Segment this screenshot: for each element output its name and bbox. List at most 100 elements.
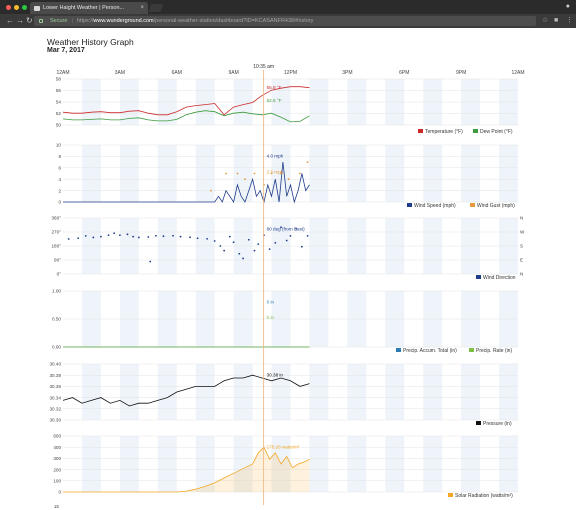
extension-icon[interactable]: ■ — [554, 17, 559, 24]
data-point — [189, 236, 191, 239]
legend-swatch — [476, 275, 481, 279]
hour-band — [499, 436, 518, 492]
cursor-readout: 4.0 mph — [267, 154, 284, 159]
time-tick-label: 3PM — [342, 70, 352, 76]
hour-band — [499, 364, 518, 420]
y-tick-label: 0 — [58, 490, 61, 495]
series-area — [63, 447, 310, 492]
y-tick-label: 58 — [56, 77, 62, 82]
hour-band — [309, 145, 329, 202]
cursor-readout: 175.28 watts/m² — [267, 444, 300, 449]
minimize-window-button[interactable] — [14, 5, 19, 10]
hour-band — [385, 364, 405, 420]
back-icon[interactable]: ← — [6, 16, 14, 25]
gust-point — [225, 172, 227, 175]
url-field[interactable]: Secure | https://www.wunderground.com/pers… — [34, 16, 536, 26]
new-tab-button[interactable] — [148, 4, 164, 12]
close-tab-icon[interactable]: × — [140, 5, 144, 11]
right-tick-label: S — [520, 244, 523, 249]
chart-panel-precipitation: 1.00 0.50 0.00 Precip. Accum. Total (in) Pre… — [52, 289, 518, 354]
data-point — [196, 237, 199, 240]
maximize-window-button[interactable] — [22, 5, 27, 10]
gust-point — [287, 178, 290, 181]
time-tick-label: 9PM — [456, 70, 466, 76]
hour-band — [233, 145, 253, 202]
next-panel-tick-label: 15 — [54, 504, 60, 509]
hour-band — [385, 436, 405, 492]
time-tick-label: 3AM — [115, 70, 125, 76]
browser-tab-bar: Lower Haight Weather | Person... × ● — [0, 0, 576, 14]
browser-tab[interactable]: Lower Haight Weather | Person... × — [30, 2, 148, 14]
forward-icon[interactable]: → — [16, 16, 24, 25]
legend-label: Precip. Accum. Total (in) — [403, 348, 457, 354]
data-point — [100, 235, 102, 238]
url-path: /personal-weather-station/dashboard?ID=K… — [153, 18, 314, 24]
hour-band — [119, 364, 139, 420]
chart-panel-wind-direction: 360° 270° 180° 90° 0° N W S E N Wind Direction 80 d… — [51, 216, 525, 281]
series-line — [62, 86, 310, 116]
hour-band — [347, 436, 367, 492]
close-window-button[interactable] — [6, 5, 11, 10]
data-point — [137, 236, 140, 239]
time-tick-label: 12AM — [56, 70, 69, 76]
time-tick-label: 9AM — [228, 70, 238, 76]
lock-icon — [39, 18, 43, 23]
hour-band — [119, 145, 139, 202]
data-point — [84, 234, 87, 237]
hour-band — [195, 436, 215, 492]
cursor-readout: 0 in — [267, 299, 275, 304]
data-point — [306, 234, 309, 237]
hour-band — [81, 364, 101, 420]
data-point — [238, 252, 241, 255]
legend-label: Wind Speed (mph) — [414, 203, 456, 209]
gust-point — [244, 178, 246, 181]
series-line — [62, 374, 310, 407]
chart-panel-solar: 600 400 300 200 100 0 Solar Radiation (watts/m… — [53, 434, 518, 499]
data-point — [242, 257, 245, 260]
cursor-readout: 80 deg (from East) — [267, 226, 306, 231]
y-tick-label: 50 — [56, 123, 62, 128]
hour-band — [195, 364, 215, 420]
data-point — [289, 234, 292, 237]
data-point — [228, 235, 231, 238]
page-title: Weather History Graph — [47, 37, 134, 47]
weather-history-graph[interactable]: 12AM 3AM 6AM 9AM 12PM 3PM 6PM 9PM 12AM 10:35 am 58… — [0, 56, 576, 510]
y-tick-label: 10 — [56, 143, 62, 148]
time-tick-label: 6PM — [399, 70, 409, 76]
menu-icon[interactable]: ⋮ — [566, 17, 573, 24]
reload-icon[interactable]: ↻ — [26, 16, 33, 25]
cursor-readout: 52.5 °F — [267, 98, 282, 103]
hour-band — [423, 364, 443, 420]
hour-band — [157, 145, 177, 202]
data-point — [257, 243, 260, 246]
data-point — [67, 238, 70, 240]
legend-swatch — [407, 203, 412, 207]
y-tick-label: 30.40 — [50, 362, 62, 367]
y-tick-label: 180° — [51, 244, 61, 249]
y-tick-label: 30.38 — [50, 373, 62, 378]
y-tick-label: 56 — [56, 88, 62, 93]
data-point — [268, 248, 271, 251]
hour-band — [233, 436, 253, 492]
data-point — [223, 249, 226, 252]
cursor-readout: 30.38 in — [267, 372, 284, 377]
y-tick-label: 4 — [58, 177, 61, 182]
legend-label: Wind Gust (mph) — [477, 203, 515, 209]
y-tick-label: 54 — [56, 100, 62, 105]
y-tick-label: 30.32 — [50, 407, 62, 412]
bookmark-star-icon[interactable]: ☆ — [542, 17, 549, 24]
data-point — [118, 234, 121, 237]
y-tick-label: 0.50 — [52, 317, 61, 322]
browser-address-bar: ← → ↻ Secure | https://www.wunderground.co… — [0, 14, 576, 28]
hour-band — [347, 145, 367, 202]
series-line — [63, 162, 310, 204]
data-point — [280, 226, 282, 229]
legend-swatch — [418, 129, 423, 133]
y-tick-label: 0.00 — [52, 345, 61, 350]
profile-icon[interactable]: ● — [565, 3, 570, 10]
cursor-readout: 2.5 mph — [267, 170, 284, 175]
gust-point — [306, 161, 309, 163]
legend-swatch — [469, 348, 474, 352]
legend-label: Wind Direction — [483, 275, 516, 281]
data-point — [92, 236, 95, 239]
